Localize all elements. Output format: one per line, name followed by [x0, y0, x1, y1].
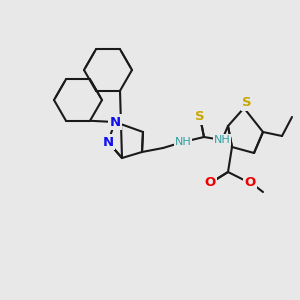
- Text: O: O: [204, 176, 216, 188]
- Text: S: S: [242, 97, 252, 110]
- Text: O: O: [244, 176, 256, 188]
- Text: S: S: [195, 110, 205, 124]
- Text: NH: NH: [175, 137, 191, 147]
- Text: N: N: [110, 116, 121, 128]
- Text: NH: NH: [214, 135, 230, 145]
- Text: N: N: [102, 136, 114, 148]
